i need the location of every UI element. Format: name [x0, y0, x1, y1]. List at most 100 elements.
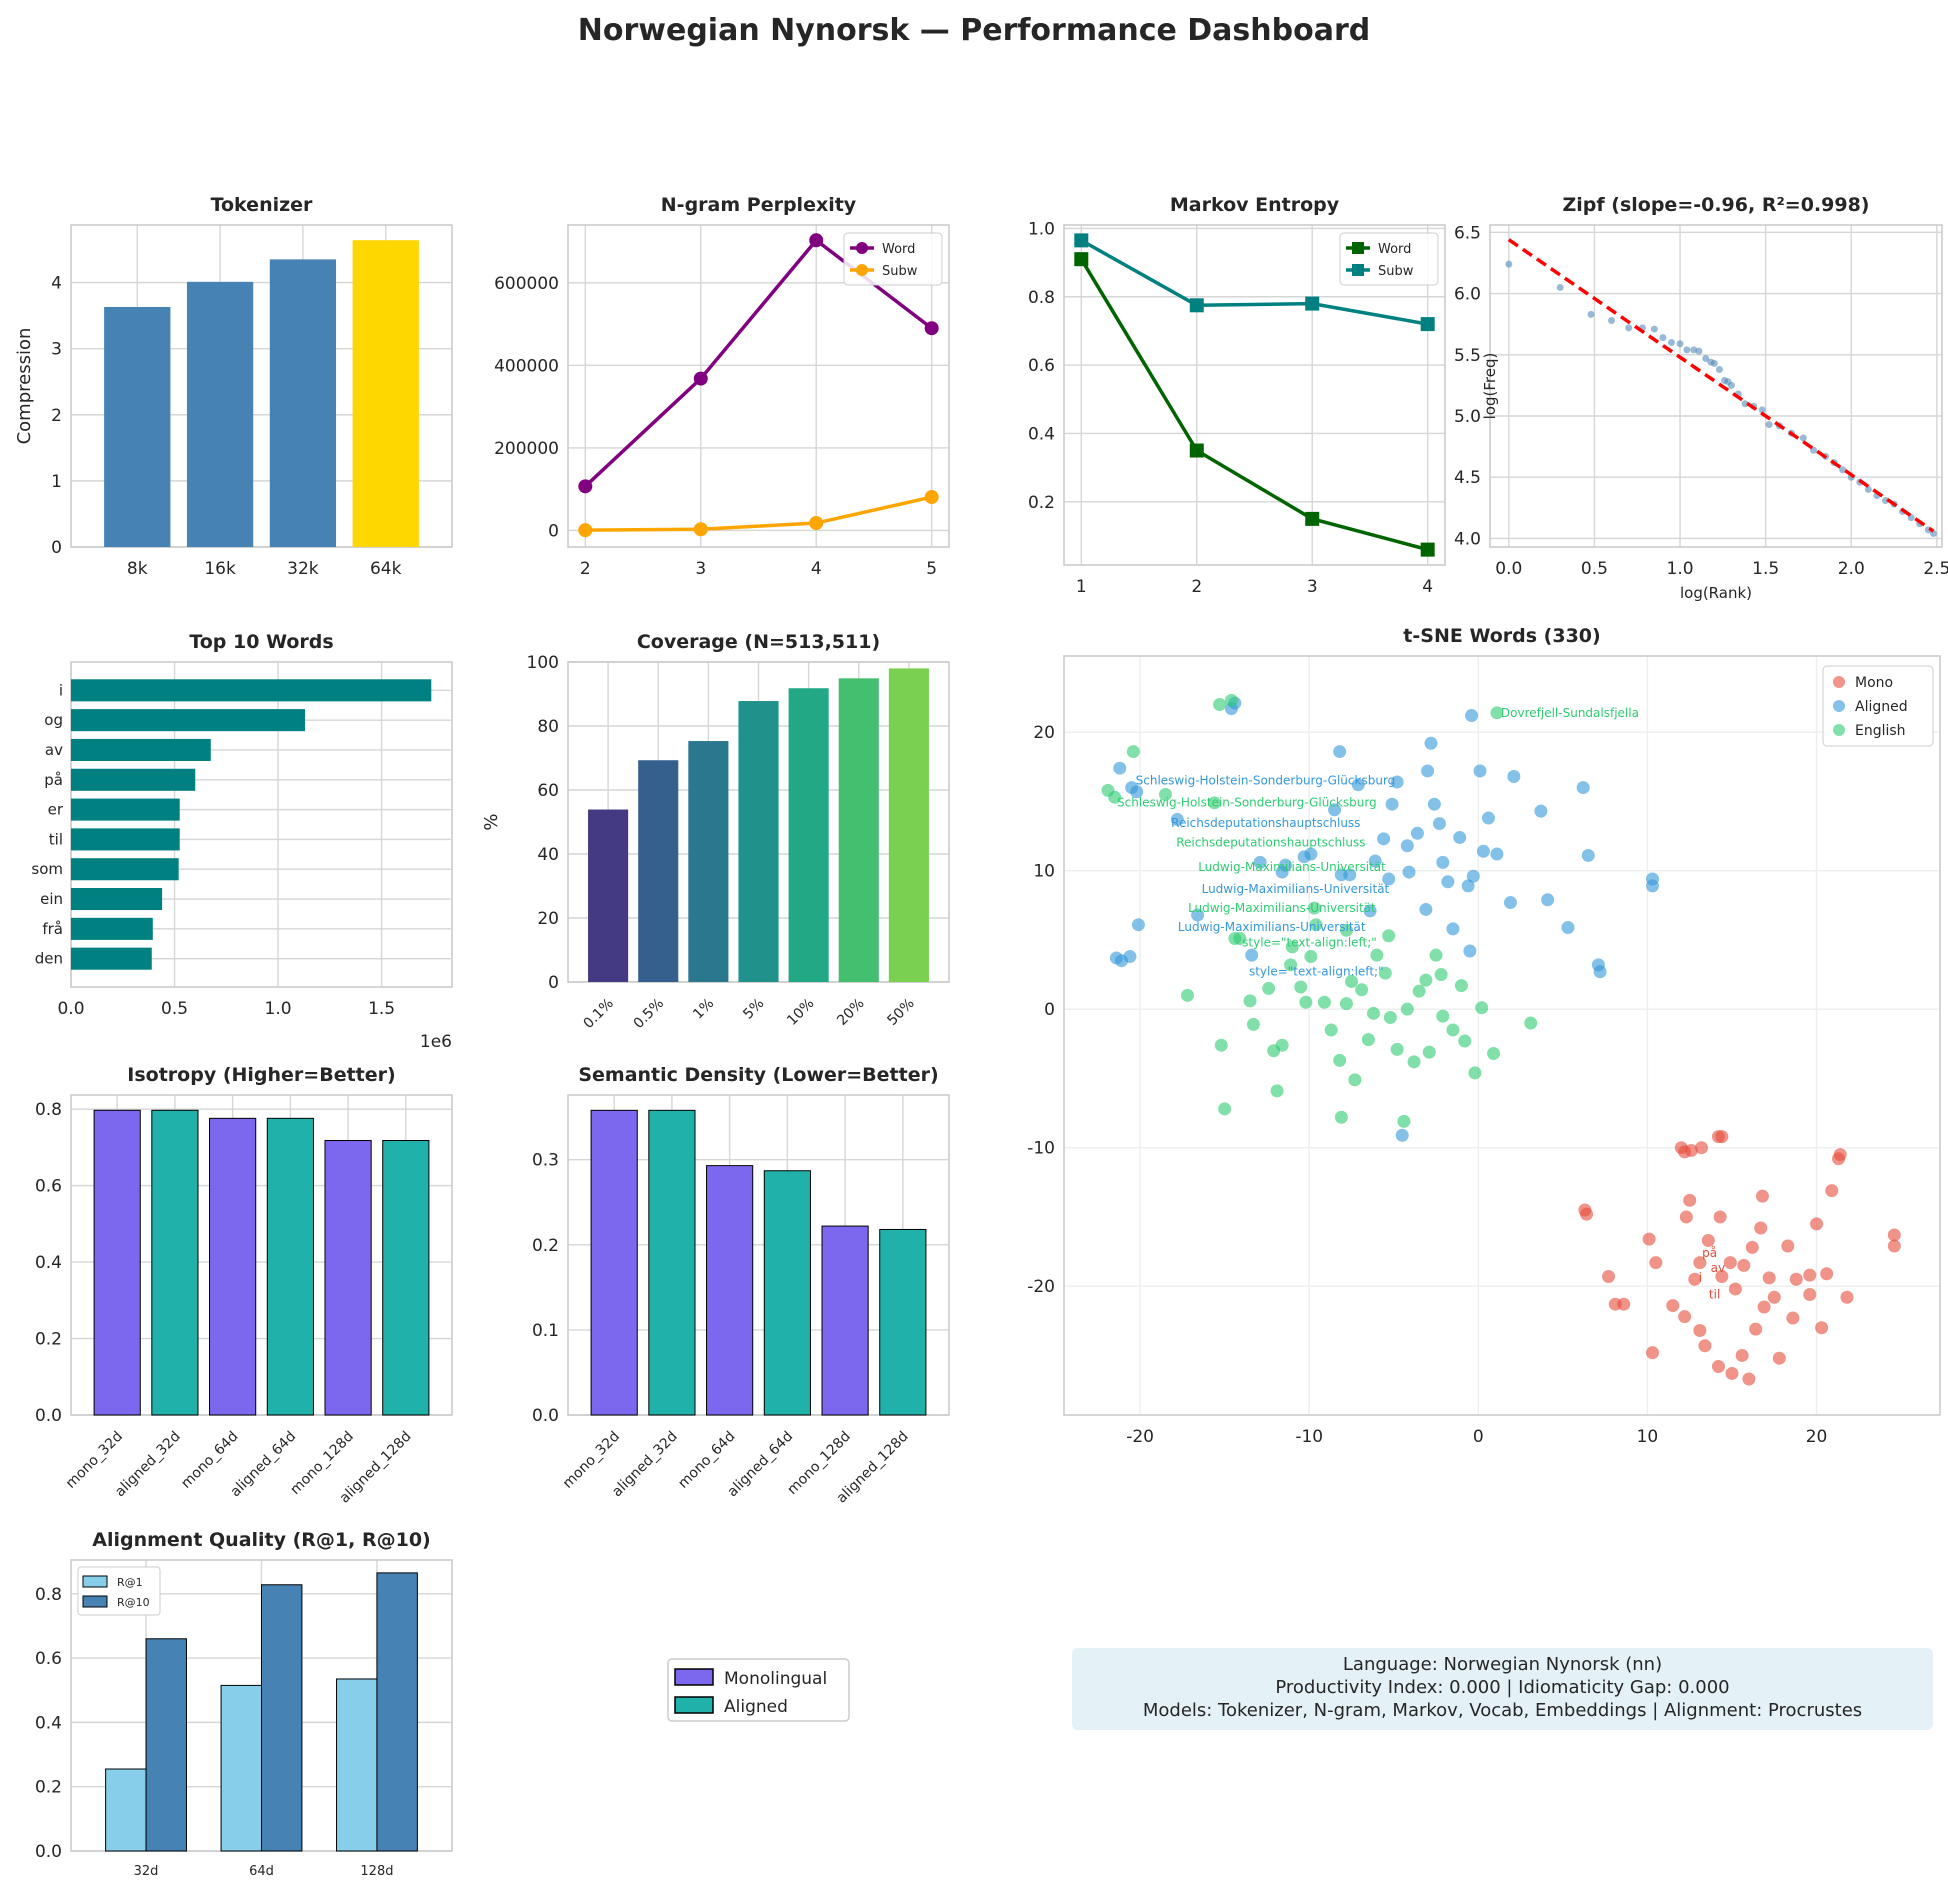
x-axis-label: log(Rank)	[1680, 584, 1752, 602]
tsne-point-mono	[1803, 1268, 1817, 1282]
tsne-point-english	[1382, 929, 1396, 943]
isotropy-title: Isotropy (Higher=Better)	[127, 1064, 395, 1086]
y-tick-label: 0.8	[35, 1585, 62, 1605]
x-tick-label: 0.0	[57, 999, 84, 1019]
tsne-point-mono	[1749, 1322, 1763, 1336]
y-tick-label: 0	[548, 521, 559, 541]
tsne-point-mono	[1715, 1130, 1729, 1144]
bar-aligned_32d	[648, 1109, 696, 1416]
zipf-point	[1810, 446, 1818, 454]
bar-på	[71, 768, 196, 791]
x-tick-label: 5%	[740, 996, 767, 1023]
markov-chart: 1 2 3 4 0.2 0.4 0.6 0.8 1.0 Markov Entropy Word Sub…	[1028, 194, 1446, 597]
legend-swatch	[82, 1575, 108, 1588]
tsne-point-mono	[1693, 1256, 1707, 1270]
x-tick-label: 2	[580, 559, 591, 579]
tsne-point-mono	[1701, 1233, 1715, 1247]
tsne-point-english	[1434, 968, 1448, 982]
tsne-point-aligned	[1453, 830, 1467, 844]
x-tick-label: 1%	[690, 996, 717, 1023]
bar-50%	[888, 668, 929, 982]
y-tick-label: 1	[51, 472, 62, 492]
zipf-point	[1702, 354, 1710, 362]
y-tick-label: 5.5	[1454, 346, 1481, 366]
tsne-point-english	[1429, 948, 1443, 962]
tsne-annotation: av	[1711, 1261, 1725, 1275]
tsne-point-mono	[1642, 1232, 1656, 1246]
bar-64k	[352, 240, 419, 547]
y-tick-label: 6.0	[1454, 285, 1481, 305]
tsne-point-english	[1370, 948, 1384, 962]
tsne-point-mono	[1820, 1267, 1834, 1281]
tsne-plot-area	[1064, 656, 1940, 1415]
y-tick-label: 0.1	[532, 1321, 559, 1341]
tsne-point-mono	[1887, 1228, 1901, 1242]
tsne-point-aligned	[1473, 764, 1487, 778]
tsne-point-aligned	[1191, 908, 1205, 922]
tsne-annotation: Ludwig-Maximilians-Universität	[1178, 920, 1366, 934]
tsne-point-english	[1294, 980, 1308, 994]
tsne-point-aligned	[1436, 855, 1450, 869]
tsne-point-mono	[1679, 1210, 1693, 1224]
tsne-point-mono	[1688, 1272, 1702, 1286]
tsne-point-aligned	[1368, 854, 1382, 868]
y-tick-label: 5.0	[1454, 407, 1481, 427]
tsne-annotation: på	[1702, 1246, 1717, 1260]
data-point	[1189, 443, 1204, 458]
data-point	[1305, 511, 1320, 526]
semantic-frame	[567, 1094, 950, 1416]
y-tick-label: 0.0	[35, 1406, 62, 1426]
info-models: Models: Tokenizer, N-gram, Markov, Vocab…	[1142, 1700, 1863, 1721]
legend-marker	[856, 242, 868, 254]
ngram-frame	[567, 224, 950, 548]
zipf-point	[1882, 496, 1889, 504]
tsne-annotation: Ludwig-Maximilians-Universität	[1202, 882, 1390, 896]
tsne-frame	[1063, 655, 1941, 1416]
tsne-point-aligned	[1363, 904, 1377, 918]
y-tick-label: 20	[1033, 723, 1055, 743]
y-tick-label: 0.6	[35, 1649, 62, 1669]
y-tick-label: 4	[51, 274, 62, 294]
bar-aligned_128d	[879, 1228, 927, 1416]
tsne-title: t-SNE Words (330)	[1403, 625, 1600, 647]
tsne-point-mono	[1745, 1240, 1759, 1254]
tsne-point-mono	[1693, 1324, 1707, 1338]
x-tick-label: 3	[695, 559, 706, 579]
tsne-point-english	[1213, 697, 1227, 711]
y-tick-label: 0.2	[35, 1330, 62, 1350]
tsne-point-mono	[1617, 1297, 1631, 1311]
tsne-point-aligned	[1419, 902, 1433, 916]
data-point	[1074, 233, 1089, 248]
markov-title: Markov Entropy	[1170, 194, 1340, 216]
bar-10%	[788, 688, 829, 982]
tsne-point-mono	[1887, 1239, 1901, 1253]
tsne-point-aligned	[1131, 918, 1145, 932]
y-tick-label: 0	[1044, 1000, 1055, 1020]
tsne-annotation: Reichsdeputationshauptschluss	[1171, 816, 1360, 830]
tsne-point-english	[1383, 1010, 1397, 1024]
tsne-point-english	[1299, 995, 1313, 1009]
y-tick-label: 0.4	[1028, 424, 1055, 444]
tsne-point-mono	[1825, 1184, 1839, 1198]
bar-mono_32d	[93, 1109, 141, 1416]
tsne-annotation: Schleswig-Holstein-Sonderburg-Glücksburg	[1117, 796, 1377, 810]
tsne-point-mono	[1678, 1310, 1692, 1324]
tsne-point-english	[1180, 988, 1194, 1002]
x-tick-label: 1	[1076, 577, 1087, 597]
y-tick-label: av	[45, 741, 63, 759]
y-tick-label: og	[44, 711, 63, 729]
series-line-Subw	[585, 495, 933, 532]
tsne-point-aligned	[1541, 893, 1555, 907]
tsne-point-mono	[1810, 1217, 1824, 1231]
y-tick-label: 1.0	[1028, 219, 1055, 239]
y-tick-label: 0.2	[35, 1778, 62, 1798]
bar-R@1-128d	[336, 1678, 378, 1852]
data-point	[924, 321, 939, 336]
tsne-point-english	[1344, 974, 1358, 988]
tsne-point-aligned	[1561, 920, 1575, 934]
isotropy-frame	[70, 1094, 453, 1416]
bar-mono_32d	[590, 1109, 638, 1416]
tsne-point-english	[1339, 923, 1353, 937]
info-indices: Productivity Index: 0.000 | Idiomaticity…	[1275, 1677, 1730, 1698]
